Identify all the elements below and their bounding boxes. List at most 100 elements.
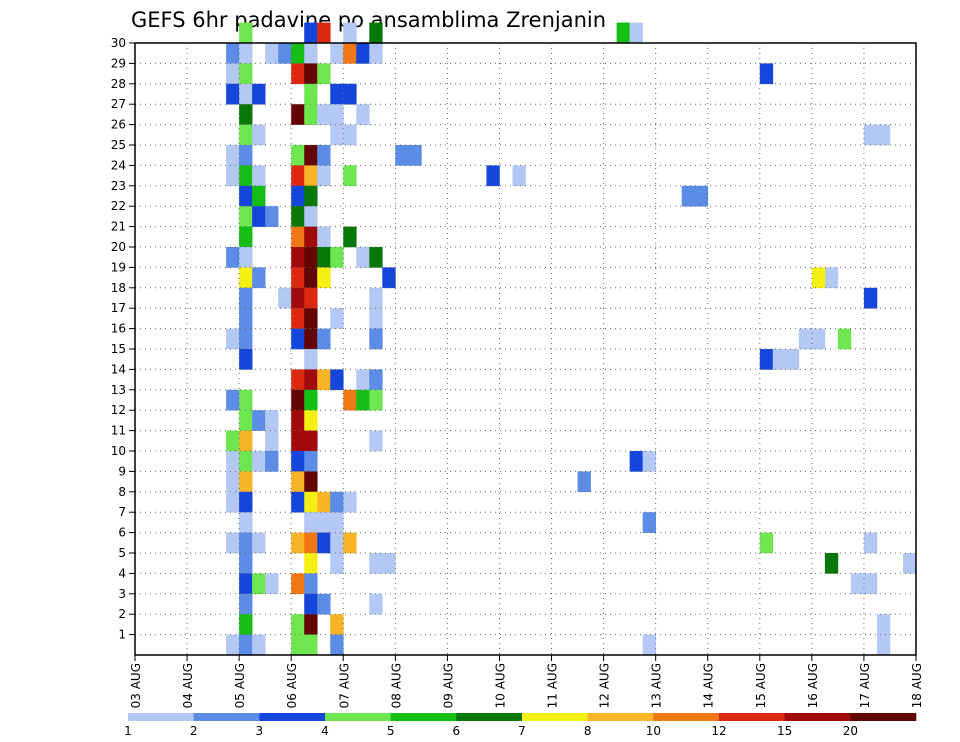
precip-cell	[304, 451, 318, 472]
colorbar-swatch	[259, 713, 326, 721]
y-tick-label: 20	[111, 240, 126, 254]
precip-cell	[317, 369, 331, 391]
precip-cell	[824, 553, 839, 574]
y-tick-label: 30	[111, 36, 126, 50]
y-tick-label: 11	[111, 424, 126, 438]
precip-cell	[239, 349, 253, 370]
y-tick-label: 28	[111, 77, 126, 91]
precip-cell	[226, 165, 240, 187]
precip-cell	[785, 349, 800, 370]
precip-cell	[304, 491, 318, 513]
precip-cell	[629, 22, 643, 44]
precip-cell	[486, 165, 500, 187]
precip-cell	[369, 369, 383, 391]
y-tick-label: 14	[111, 362, 126, 376]
precip-cell	[291, 43, 305, 64]
precip-cell	[304, 206, 318, 227]
x-tick-label: 07 AUG	[337, 663, 351, 708]
precip-cell	[291, 287, 305, 309]
precip-cell	[317, 328, 331, 350]
colorbar-label: 1	[124, 724, 132, 738]
precip-cell	[239, 634, 253, 656]
precip-cell	[369, 553, 383, 574]
x-tick-label: 18 AUG	[910, 663, 924, 708]
precip-cell	[291, 63, 305, 85]
precip-cell	[759, 532, 774, 554]
precip-cell	[226, 471, 240, 493]
precip-cell	[369, 308, 383, 329]
precip-cell	[837, 328, 852, 350]
precip-cell	[239, 104, 253, 125]
precip-cell	[317, 491, 331, 513]
precip-cell	[304, 430, 318, 452]
precip-cell	[265, 451, 279, 472]
precip-cell	[629, 451, 643, 472]
precip-cell	[252, 634, 266, 656]
y-tick-label: 8	[118, 485, 126, 499]
colorbar: 1 2 3 4 5 6 7 8 10 12 15 20	[124, 713, 917, 738]
precip-cell	[239, 512, 253, 533]
precip-cell	[226, 247, 240, 268]
y-tick-label: 22	[111, 199, 126, 213]
precip-cell	[811, 328, 826, 350]
precip-cell	[317, 104, 331, 125]
y-axis: 1234567891011121314151617181920212223242…	[111, 36, 135, 642]
precip-cell	[343, 83, 357, 105]
precip-cell	[369, 287, 383, 309]
precip-cell	[304, 532, 318, 554]
colorbar-label: 20	[843, 724, 858, 738]
grid-layer	[135, 43, 916, 655]
colorbar-swatch	[456, 713, 523, 721]
colorbar-swatch	[325, 713, 391, 721]
precip-cell	[876, 634, 891, 656]
precip-cell	[356, 43, 370, 64]
precip-cell	[304, 553, 318, 574]
y-tick-label: 21	[111, 220, 126, 234]
precip-cell	[759, 63, 774, 85]
precip-cell	[265, 206, 279, 227]
precip-cell	[382, 267, 396, 289]
precip-cell	[304, 247, 318, 268]
y-tick-label: 29	[111, 56, 126, 70]
precip-cell	[291, 614, 305, 635]
precip-cell	[304, 145, 318, 166]
precip-cell	[304, 512, 318, 533]
precip-cell	[304, 267, 318, 289]
precip-cell	[902, 553, 917, 574]
precip-cell	[226, 532, 240, 554]
precip-cell	[304, 634, 318, 656]
x-tick-label: 13 AUG	[650, 663, 664, 708]
precip-cell	[330, 43, 344, 64]
precip-cell	[239, 63, 253, 85]
x-tick-label: 06 AUG	[285, 663, 299, 708]
colorbar-label: 10	[646, 724, 661, 738]
precip-cell	[252, 206, 266, 227]
precip-cell	[239, 22, 253, 44]
y-tick-label: 9	[118, 464, 126, 478]
precip-cell	[343, 226, 357, 248]
precip-cell	[863, 532, 878, 554]
precip-cell	[369, 593, 383, 615]
precip-cell	[265, 43, 279, 64]
precip-cell	[824, 267, 839, 289]
precip-cell	[330, 553, 344, 574]
chart-title: GEFS 6hr padavine po ansamblima Zrenjani…	[131, 8, 606, 32]
precip-cell	[291, 145, 305, 166]
precip-cell	[304, 308, 318, 329]
precip-cell	[330, 83, 344, 105]
precip-cell	[226, 145, 240, 166]
precip-cell	[369, 43, 383, 64]
y-tick-label: 6	[118, 526, 126, 540]
precip-cell	[616, 22, 630, 44]
precip-cell	[356, 389, 370, 411]
precip-cell	[291, 634, 305, 656]
precip-cell	[330, 532, 344, 554]
precip-cell	[304, 22, 318, 44]
precip-cell	[239, 573, 253, 595]
precip-cell	[252, 532, 266, 554]
precip-cell	[863, 573, 878, 595]
precip-cell	[239, 553, 253, 574]
precip-cell	[291, 247, 305, 268]
x-tick-label: 10 AUG	[493, 663, 507, 708]
